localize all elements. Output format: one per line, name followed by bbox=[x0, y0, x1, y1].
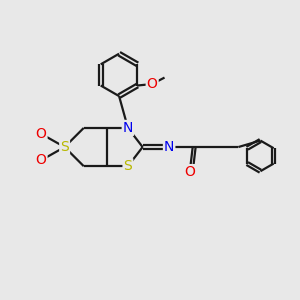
Text: O: O bbox=[147, 77, 158, 91]
Text: S: S bbox=[60, 140, 69, 154]
Text: S: S bbox=[124, 159, 132, 173]
Text: O: O bbox=[36, 153, 46, 167]
Text: N: N bbox=[123, 121, 133, 135]
Text: O: O bbox=[36, 127, 46, 141]
Text: O: O bbox=[184, 165, 195, 179]
Text: N: N bbox=[164, 140, 174, 154]
